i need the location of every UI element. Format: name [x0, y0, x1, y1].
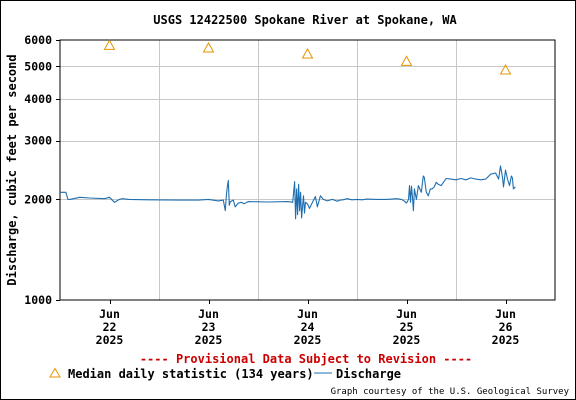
x-tick-year-label: 2025 — [393, 333, 421, 347]
median-point-marker — [202, 41, 215, 53]
x-tick-year-label: 2025 — [294, 333, 322, 347]
y-tick-label: 5000 — [24, 59, 52, 73]
legend-label-median: Median daily statistic (134 years) — [68, 367, 314, 381]
median-point-marker — [301, 47, 314, 59]
series-layer — [60, 39, 516, 220]
y-tick-label: 3000 — [24, 134, 52, 148]
median-point-marker — [400, 55, 413, 66]
x-tick-month-label: Jun — [297, 307, 318, 321]
provisional-notice: ---- Provisional Data Subject to Revisio… — [140, 352, 472, 366]
y-axis-ticks: 1000 2000 3000 4000 5000 6000 — [24, 33, 60, 307]
legend: Median daily statistic (134 years) Disch… — [49, 367, 401, 381]
y-tick-label: 6000 — [24, 33, 52, 47]
x-tick-month-label: Jun — [99, 307, 120, 321]
x-tick-day-label: 22 — [103, 320, 117, 334]
x-axis-ticks: Jun222025Jun232025Jun242025Jun252025Jun2… — [96, 300, 520, 347]
legend-item-median: Median daily statistic (134 years) — [49, 367, 314, 381]
x-tick-year-label: 2025 — [492, 333, 520, 347]
x-tick-year-label: 2025 — [195, 333, 223, 347]
median-point-marker — [499, 63, 512, 75]
chart-title: USGS 12422500 Spokane River at Spokane, … — [153, 13, 457, 27]
legend-label-discharge: Discharge — [336, 367, 401, 381]
credit-line: Graph courtesy of the U.S. Geological Su… — [331, 387, 570, 397]
x-tick-day-label: 23 — [202, 320, 216, 334]
x-tick-day-label: 25 — [400, 320, 414, 334]
y-axis-label: Discharge, cubic feet per second — [5, 54, 19, 285]
y-tick-label: 2000 — [24, 192, 52, 206]
x-tick-day-label: 24 — [301, 320, 315, 334]
x-tick-day-label: 26 — [499, 320, 513, 334]
median-point-marker — [103, 39, 116, 50]
median-triangle-icon — [49, 367, 61, 378]
x-tick-month-label: Jun — [396, 307, 417, 321]
plot-area — [59, 39, 556, 301]
y-tick-label: 1000 — [24, 293, 52, 307]
x-tick-month-label: Jun — [198, 307, 219, 321]
discharge-series-line — [60, 165, 516, 220]
x-tick-month-label: Jun — [495, 307, 516, 321]
legend-item-discharge: Discharge — [314, 367, 401, 381]
y-tick-label: 4000 — [24, 92, 52, 106]
grid-lines — [60, 40, 555, 300]
x-tick-year-label: 2025 — [96, 333, 124, 347]
